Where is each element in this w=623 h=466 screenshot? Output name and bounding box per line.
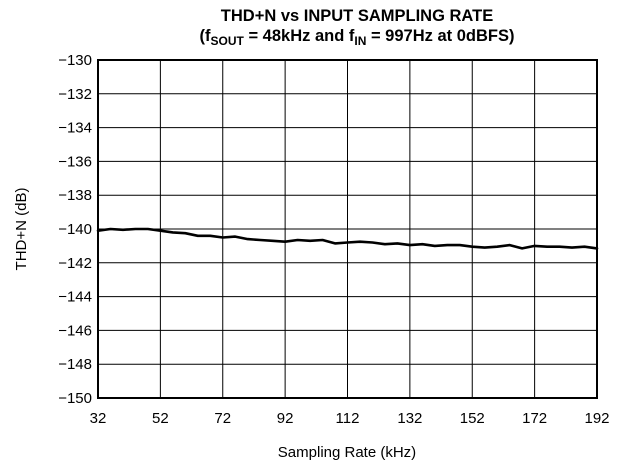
y-tick-label: −148	[58, 356, 92, 373]
x-tick-label: 172	[522, 410, 547, 427]
x-tick-label: 192	[584, 410, 609, 427]
x-tick-label: 72	[214, 410, 231, 427]
grid	[98, 60, 597, 398]
y-tick-label: −130	[58, 52, 92, 69]
x-axis-label: Sampling Rate (kHz)	[278, 444, 416, 461]
y-tick-label: −136	[58, 153, 92, 170]
chart-title-line1: THD+N vs INPUT SAMPLING RATE	[221, 7, 493, 25]
title-line2-suffix: = 997Hz at 0dBFS)	[366, 27, 514, 45]
title-line2-sub1: SOUT	[211, 34, 245, 48]
series-line-thdn	[96, 227, 599, 250]
y-tick-label: −138	[58, 187, 92, 204]
x-tick-label: 152	[460, 410, 485, 427]
y-tick-label: −140	[58, 221, 92, 238]
title-line2-mid: = 48kHz and f	[244, 27, 355, 45]
y-tick-label: −132	[58, 86, 92, 103]
title-line2-sub2: IN	[354, 34, 366, 48]
x-tick-label: 132	[397, 410, 422, 427]
y-tick-label: −150	[58, 390, 92, 407]
y-tick-label: −146	[58, 322, 92, 339]
y-tick-labels: −130 −132 −134 −136 −138 −140 −142 −144 −146 −148…	[58, 52, 92, 407]
x-tick-label: 112	[336, 410, 360, 427]
y-tick-label: −134	[58, 120, 92, 137]
series-group	[96, 227, 599, 250]
x-tick-labels: 32 52 72 92 112 132 152 172 192	[90, 410, 610, 427]
x-tick-label: 92	[277, 410, 294, 427]
chart-title-line2: (fSOUT = 48kHz and fIN = 997Hz at 0dBFS)	[200, 27, 515, 48]
y-tick-label: −142	[58, 255, 92, 272]
plot-frame	[97, 59, 598, 399]
title-line2-prefix: (f	[200, 27, 211, 45]
y-tick-label: −144	[58, 289, 92, 306]
x-tick-label: 52	[152, 410, 169, 427]
x-tick-label: 32	[90, 410, 107, 427]
y-axis-label: THD+N (dB)	[13, 188, 30, 271]
